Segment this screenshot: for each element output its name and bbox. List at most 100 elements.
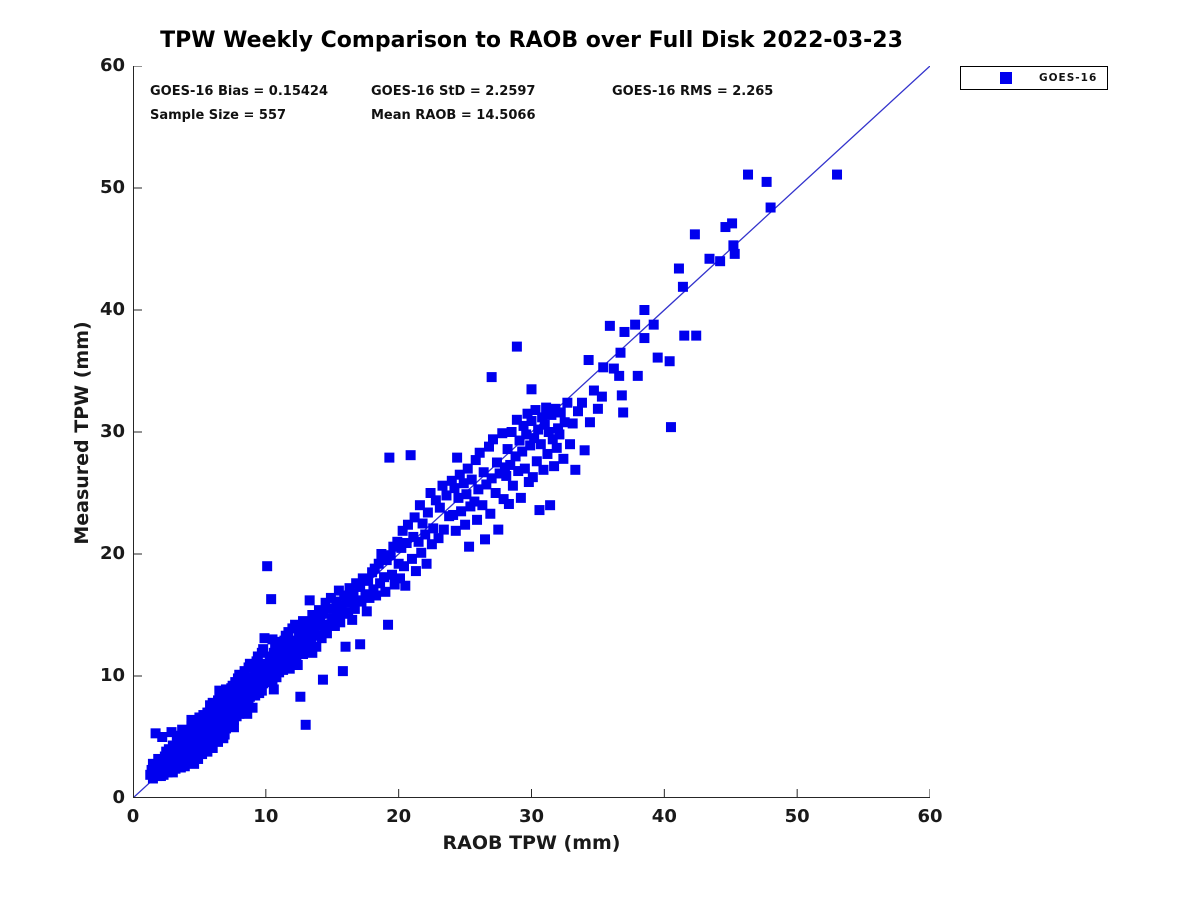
scatter-point — [166, 727, 177, 738]
scatter-point — [298, 616, 309, 627]
x-tick-label: 10 — [253, 806, 279, 827]
scatter-point — [198, 722, 209, 733]
scatter-point — [570, 464, 581, 475]
scatter-point — [486, 372, 497, 383]
y-tick-label: 20 — [99, 543, 125, 564]
scatter-point — [384, 452, 395, 463]
scatter-point — [596, 391, 607, 402]
scatter-point — [449, 483, 460, 494]
scatter-point — [543, 427, 554, 437]
scatter-point — [308, 627, 319, 638]
y-tick-label: 0 — [112, 787, 125, 808]
scatter-point — [335, 617, 346, 628]
scatter-point — [201, 732, 212, 742]
scatter-point — [481, 479, 492, 490]
scatter-point — [337, 666, 348, 677]
scatter-point — [393, 558, 404, 569]
scatter-point — [228, 722, 239, 733]
scatter-point — [511, 341, 522, 352]
scatter-point — [356, 596, 367, 607]
scatter-point — [398, 561, 409, 572]
scatter-point — [410, 566, 421, 577]
stat-rms: GOES-16 RMS = 2.265 — [612, 84, 774, 99]
x-tick-label: 20 — [386, 806, 412, 827]
scatter-point — [290, 619, 301, 630]
scatter-point — [426, 539, 437, 550]
scatter-point — [448, 509, 459, 520]
scatter-point — [401, 538, 412, 549]
scatter-point — [487, 434, 498, 445]
scatter-point — [400, 580, 411, 591]
scatter-point — [493, 524, 504, 535]
scatter-point — [530, 405, 541, 416]
scatter-point — [480, 534, 491, 545]
scatter-point — [743, 169, 754, 180]
scatter-point — [331, 596, 342, 607]
scatter-point — [501, 470, 512, 481]
scatter-point — [630, 319, 641, 330]
scatter-point — [550, 403, 561, 414]
scatter-point — [526, 384, 537, 395]
scatter-point — [652, 352, 663, 363]
scatter-point — [300, 631, 311, 642]
scatter-point — [383, 619, 394, 630]
scatter-point — [542, 448, 553, 459]
scatter-point — [648, 319, 659, 330]
scatter-point — [679, 330, 690, 341]
scatter-point — [469, 496, 480, 507]
scatter-point — [664, 356, 675, 367]
scatter-point — [385, 550, 396, 561]
scatter-point — [203, 707, 214, 718]
scatter-point — [691, 330, 702, 341]
scatter-point — [515, 492, 526, 503]
scatter-point — [497, 428, 508, 439]
scatter-point — [214, 685, 225, 696]
scatter-point — [311, 641, 322, 652]
scatter-point — [309, 612, 320, 623]
scatter-point — [470, 455, 481, 466]
scatter-point — [380, 586, 391, 597]
scatter-point — [266, 594, 277, 605]
scatter-point — [533, 424, 544, 435]
scatter-point — [538, 464, 549, 475]
scatter-point — [304, 595, 315, 606]
scatter-point — [304, 618, 315, 629]
scatter-point — [456, 506, 467, 517]
scatter-point — [197, 749, 208, 760]
scatter-point — [529, 433, 540, 444]
stat-mean-raob: Mean RAOB = 14.5066 — [371, 108, 536, 123]
scatter-point — [316, 633, 327, 644]
scatter-point — [517, 446, 528, 457]
scatter-point — [704, 253, 715, 264]
scatter-point — [478, 467, 489, 478]
scatter-point — [368, 584, 379, 595]
scatter-point — [349, 603, 360, 614]
scatter-point — [519, 463, 530, 474]
scatter-point — [494, 468, 505, 479]
x-axis-label: RAOB TPW (mm) — [442, 832, 621, 854]
scatter-point — [286, 656, 297, 667]
y-tick-label: 50 — [99, 177, 125, 198]
scatter-point — [321, 628, 332, 639]
scatter-point — [460, 519, 471, 530]
stat-std: GOES-16 StD = 2.2597 — [371, 84, 536, 99]
scatter-point — [618, 407, 629, 418]
x-tick-label: 40 — [651, 806, 677, 827]
scatter-point — [371, 590, 382, 601]
scatter-point — [394, 573, 405, 584]
scatter-point — [559, 417, 570, 428]
scatter-point — [186, 714, 197, 725]
scatter-point — [547, 434, 558, 445]
scatter-point — [302, 624, 313, 635]
scatter-point — [307, 647, 318, 658]
scatter-point — [499, 462, 510, 473]
scatter-point — [202, 746, 213, 757]
scatter-point — [434, 502, 445, 513]
scatter-point — [588, 385, 599, 396]
y-tick-label: 30 — [99, 421, 125, 442]
scatter-point — [514, 435, 525, 446]
scatter-point — [673, 263, 684, 274]
scatter-point — [727, 218, 738, 229]
scatter-point — [619, 326, 630, 337]
